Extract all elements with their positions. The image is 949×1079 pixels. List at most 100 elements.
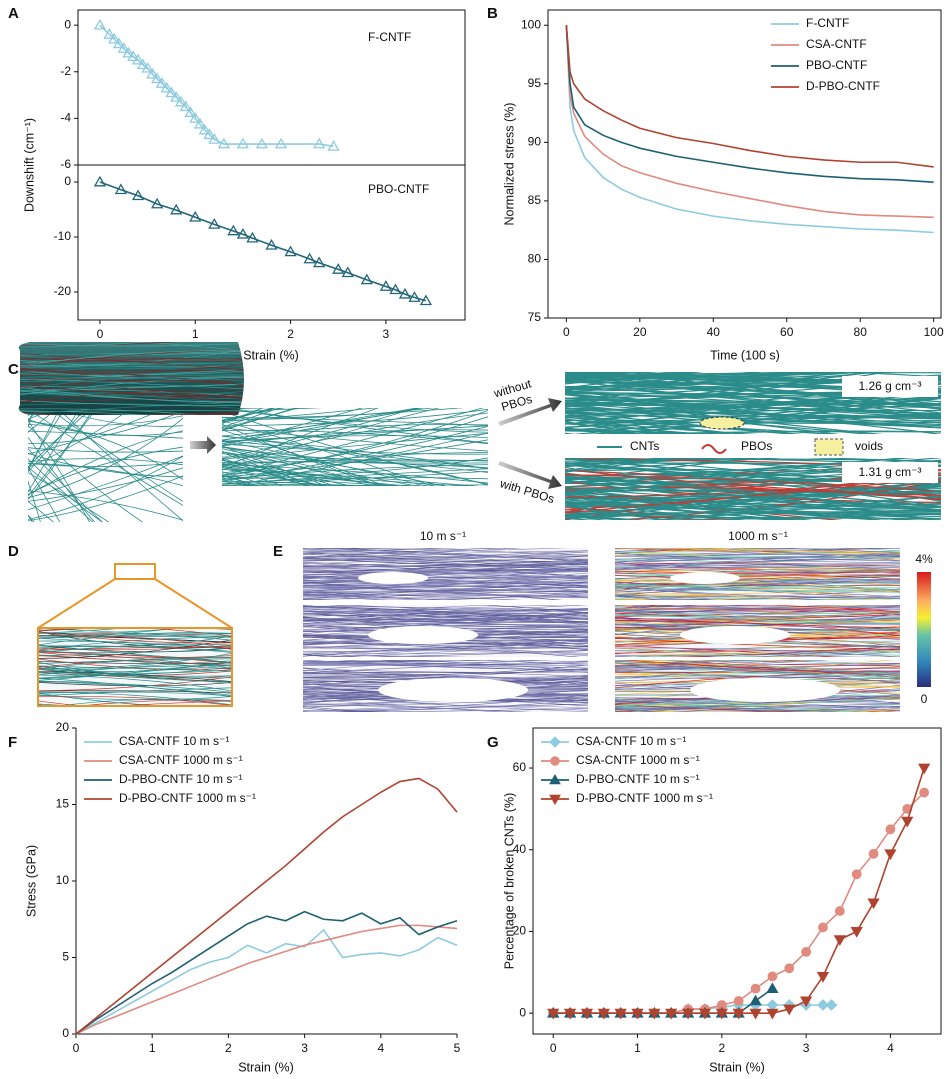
- fiber: [222, 408, 264, 425]
- fiber: [565, 403, 840, 434]
- data-point: [303, 252, 316, 264]
- fiber: [832, 372, 941, 378]
- fiber: [615, 548, 900, 552]
- fiber: [222, 468, 479, 486]
- y-tick-label: 20: [56, 720, 70, 734]
- fiber: [8, 93, 203, 381]
- fiber: [222, 468, 488, 485]
- data-point: [766, 999, 779, 1011]
- fiber: [565, 372, 904, 382]
- fiber: [615, 670, 900, 689]
- fiber: [202, 327, 508, 411]
- y-tick-label: 0: [64, 17, 71, 31]
- fiber: [565, 399, 941, 407]
- data-point: [146, 67, 159, 79]
- fiber: [202, 383, 508, 404]
- fiber: [18, 361, 244, 376]
- fiber: [615, 572, 900, 580]
- series-line: [565, 25, 934, 234]
- fiber: [303, 640, 588, 656]
- density-box: [842, 376, 938, 397]
- fiber: [8, 528, 203, 553]
- fiber: [202, 362, 508, 401]
- fiber: [303, 618, 588, 620]
- fiber: [615, 554, 900, 565]
- fiber: [38, 633, 232, 639]
- fiber-bundle: [595, 660, 920, 720]
- fiber: [615, 665, 900, 678]
- fiber: [28, 452, 183, 478]
- fiber: [615, 605, 751, 612]
- fiber: [222, 408, 380, 468]
- fiber: [615, 598, 657, 600]
- data-point: [93, 18, 107, 30]
- panel-letter: G: [487, 734, 499, 751]
- data-point: [150, 197, 164, 209]
- data-point: [800, 996, 813, 1008]
- data-point: [208, 218, 221, 229]
- fiber: [38, 658, 232, 664]
- fiber: [303, 649, 588, 655]
- fiber-bundle: [38, 628, 232, 706]
- fiber: [595, 714, 920, 720]
- void: [699, 416, 745, 430]
- data-point: [103, 28, 116, 39]
- legend-marker: [549, 736, 561, 748]
- fiber: [222, 467, 401, 486]
- fiber: [615, 553, 900, 564]
- data-point: [174, 95, 188, 107]
- data-point: [818, 922, 828, 933]
- data-point: [563, 1008, 577, 1020]
- fiber: [303, 664, 588, 678]
- fiber: [565, 503, 673, 520]
- legend-label: D-PBO-CNTF 1000 m s⁻¹: [576, 791, 713, 805]
- fiber: [303, 575, 588, 583]
- fiber: [565, 409, 941, 429]
- speed-label: 10 m s⁻¹: [420, 529, 466, 543]
- data-point: [131, 53, 145, 65]
- data-point: [360, 273, 373, 285]
- fiber: [18, 353, 244, 367]
- data-point: [198, 123, 211, 135]
- y-tick-label: -4: [60, 111, 71, 125]
- fiber: [303, 710, 392, 712]
- x-tick-label: 20: [633, 325, 647, 339]
- y-tick-label: -2: [60, 64, 71, 78]
- fiber: [222, 464, 477, 486]
- fiber: [222, 408, 488, 433]
- fiber: [922, 519, 941, 520]
- fiber: [8, 0, 203, 357]
- data-point: [750, 983, 761, 994]
- fiber: [615, 624, 900, 630]
- fiber: [565, 427, 652, 434]
- fiber: [565, 396, 941, 429]
- fiber: [303, 703, 588, 711]
- panel-letter: E: [273, 543, 283, 560]
- x-axis-label: Strain (%): [238, 1060, 294, 1074]
- y-tick-label: 10: [56, 873, 70, 887]
- arrow-label: without PBOs: [491, 376, 533, 414]
- data-point: [783, 1004, 796, 1016]
- fiber: [0, 328, 270, 335]
- void: [680, 626, 790, 644]
- fiber: [565, 418, 760, 434]
- panel-letter: B: [487, 5, 498, 22]
- fiber: [18, 385, 244, 405]
- x-tick-label: 3: [383, 327, 390, 341]
- fiber: [222, 475, 260, 486]
- y-tick-label: -6: [60, 157, 71, 171]
- data-point: [246, 231, 259, 243]
- fiber: [18, 342, 244, 354]
- fiber: [303, 613, 588, 617]
- fiber: [0, 315, 270, 335]
- fiber: [28, 372, 79, 472]
- fiber: [615, 556, 900, 560]
- fiber: [565, 429, 652, 434]
- fiber: [18, 362, 244, 377]
- x-tick-label: 0: [550, 1041, 557, 1055]
- void: [368, 626, 478, 644]
- series-line: [75, 910, 458, 1035]
- fiber: [18, 408, 244, 415]
- fiber: [615, 583, 900, 591]
- fiber: [565, 458, 941, 481]
